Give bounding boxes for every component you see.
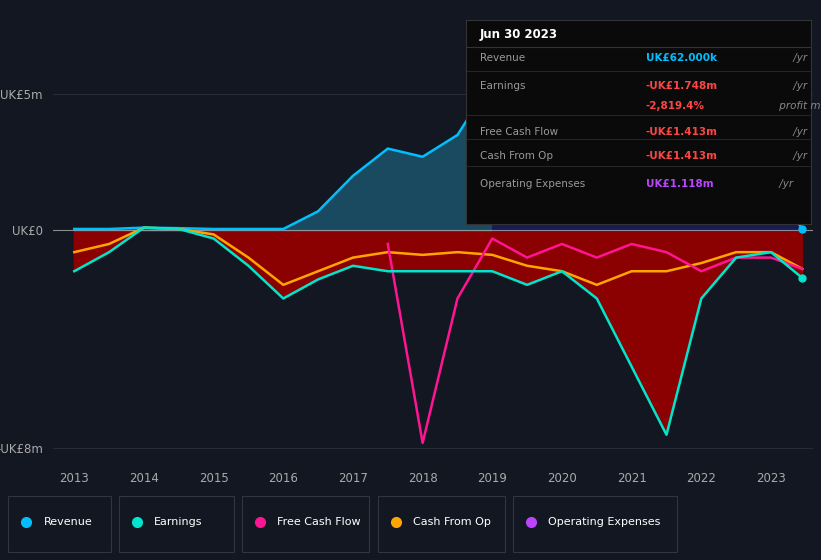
- Text: /yr: /yr: [791, 81, 808, 91]
- Text: Operating Expenses: Operating Expenses: [548, 517, 661, 527]
- Text: /yr: /yr: [791, 127, 808, 137]
- Text: Earnings: Earnings: [154, 517, 203, 527]
- Text: Free Cash Flow: Free Cash Flow: [480, 127, 558, 137]
- Text: -2,819.4%: -2,819.4%: [645, 101, 704, 111]
- Text: Operating Expenses: Operating Expenses: [480, 179, 585, 189]
- Text: Free Cash Flow: Free Cash Flow: [277, 517, 361, 527]
- Text: -UK£1.413m: -UK£1.413m: [645, 127, 718, 137]
- Text: Earnings: Earnings: [480, 81, 525, 91]
- Text: -UK£1.748m: -UK£1.748m: [645, 81, 718, 91]
- Text: Revenue: Revenue: [480, 53, 525, 63]
- Text: /yr: /yr: [776, 179, 793, 189]
- Text: UK£62.000k: UK£62.000k: [645, 53, 717, 63]
- Text: profit margin: profit margin: [776, 101, 821, 111]
- Text: Cash From Op: Cash From Op: [413, 517, 491, 527]
- Text: Cash From Op: Cash From Op: [480, 151, 553, 161]
- Text: UK£1.118m: UK£1.118m: [645, 179, 713, 189]
- Text: -UK£1.413m: -UK£1.413m: [645, 151, 718, 161]
- Text: Jun 30 2023: Jun 30 2023: [480, 28, 558, 41]
- Text: Revenue: Revenue: [44, 517, 92, 527]
- Text: /yr: /yr: [791, 151, 808, 161]
- Text: /yr: /yr: [791, 53, 808, 63]
